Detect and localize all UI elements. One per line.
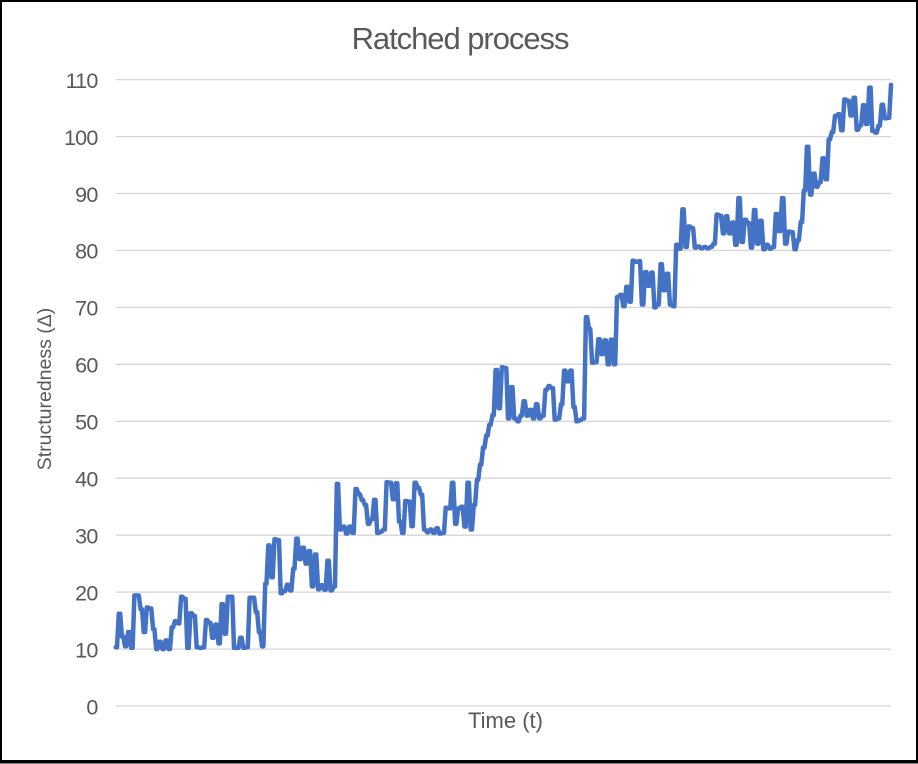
svg-text:50: 50 [75, 411, 98, 435]
svg-text:Time (t): Time (t) [468, 708, 543, 733]
svg-text:0: 0 [86, 695, 98, 719]
svg-text:80: 80 [75, 240, 98, 264]
svg-text:60: 60 [75, 354, 98, 378]
svg-text:20: 20 [75, 581, 98, 605]
svg-text:90: 90 [75, 183, 98, 207]
svg-text:30: 30 [75, 525, 98, 549]
svg-text:70: 70 [75, 297, 98, 321]
svg-text:110: 110 [66, 69, 99, 93]
svg-text:100: 100 [64, 126, 98, 150]
svg-text:Structuredness (Δ): Structuredness (Δ) [34, 308, 56, 471]
svg-text:10: 10 [75, 638, 98, 662]
svg-text:Ratched process: Ratched process [352, 21, 569, 56]
svg-text:40: 40 [75, 468, 98, 492]
